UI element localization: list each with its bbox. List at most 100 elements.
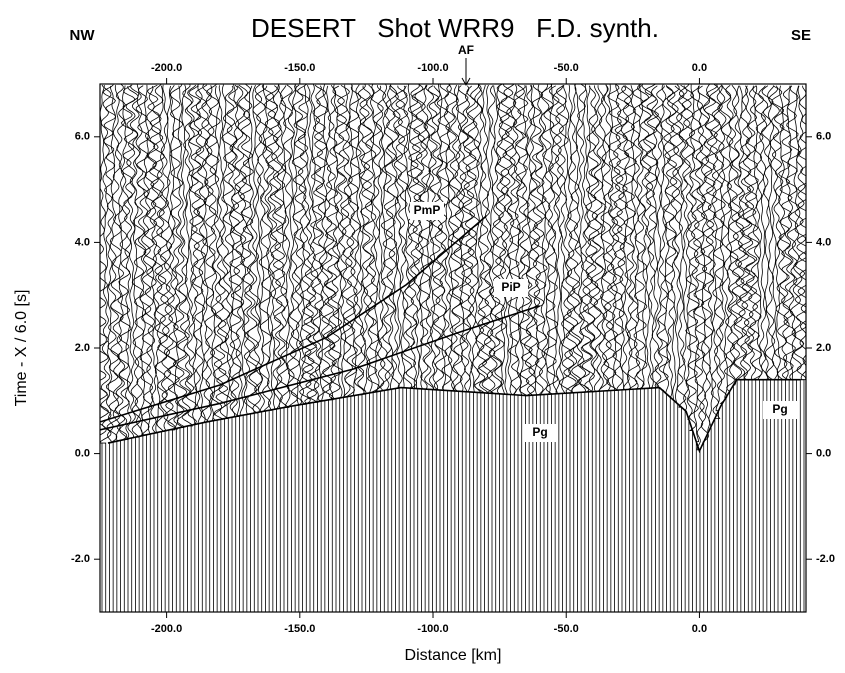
- trace: [789, 85, 804, 612]
- trace: [125, 85, 139, 612]
- trace: [441, 84, 453, 612]
- trace: [237, 84, 251, 612]
- trace: [525, 85, 541, 612]
- trace: [533, 84, 548, 612]
- trace: [351, 84, 365, 612]
- trace: [169, 84, 184, 612]
- trace: [637, 84, 652, 612]
- trace: [752, 85, 766, 612]
- trace: [378, 84, 391, 612]
- trace: [741, 85, 756, 612]
- trace: [143, 85, 158, 612]
- trace: [512, 84, 525, 612]
- trace: [462, 85, 477, 612]
- trace: [310, 85, 325, 612]
- trace: [758, 85, 769, 612]
- trace: [781, 85, 796, 612]
- x-tick-label-top: -50.0: [554, 62, 579, 74]
- x-tick-label: -100.0: [417, 623, 448, 635]
- trace: [577, 84, 592, 612]
- travel-time-curve: [107, 378, 801, 454]
- x-tick-label: -150.0: [284, 623, 315, 635]
- trace: [213, 85, 229, 612]
- trace: [324, 84, 340, 612]
- trace: [261, 84, 277, 612]
- trace: [600, 84, 615, 612]
- trace: [191, 85, 206, 612]
- y-tick-label: 6.0: [75, 131, 90, 143]
- trace: [185, 84, 198, 612]
- x-tick-label: -200.0: [151, 623, 182, 635]
- trace: [172, 85, 188, 612]
- trace: [445, 84, 459, 612]
- trace: [374, 85, 387, 612]
- x-tick-label-top: -200.0: [151, 62, 182, 74]
- trace: [332, 85, 348, 612]
- trace: [700, 84, 715, 612]
- trace: [681, 85, 695, 612]
- trace: [778, 85, 793, 612]
- trace: [620, 85, 632, 612]
- trace: [768, 85, 780, 612]
- trace: [555, 85, 569, 612]
- trace: [654, 85, 665, 612]
- travel-time-curve: [100, 215, 487, 423]
- trace: [154, 85, 169, 612]
- trace: [793, 85, 806, 612]
- trace: [544, 84, 559, 612]
- trace: [458, 85, 474, 612]
- se-label: SE: [791, 27, 811, 44]
- trace: [306, 84, 321, 612]
- trace: [202, 85, 217, 612]
- trace: [552, 85, 566, 612]
- fault-label: AF: [458, 43, 474, 57]
- trace: [576, 84, 587, 612]
- trace: [114, 84, 128, 612]
- annotation-box: [410, 202, 444, 220]
- trace: [336, 84, 351, 612]
- trace: [239, 84, 254, 612]
- trace: [744, 85, 760, 612]
- trace: [785, 85, 801, 612]
- trace: [380, 85, 396, 612]
- trace: [540, 84, 555, 612]
- trace: [774, 85, 789, 612]
- trace: [663, 85, 678, 612]
- trace: [622, 85, 637, 612]
- annotation-box: [494, 279, 528, 297]
- annotation-box: [763, 401, 797, 419]
- trace: [358, 85, 373, 612]
- trace: [291, 84, 306, 612]
- annotation-box: [523, 424, 557, 442]
- trace: [436, 84, 451, 612]
- trace: [633, 84, 648, 612]
- trace: [718, 85, 734, 612]
- trace: [630, 84, 644, 612]
- trace: [100, 84, 112, 612]
- trace: [150, 84, 165, 612]
- trace: [286, 84, 299, 612]
- trace: [581, 85, 595, 612]
- y-axis-label: Time - X / 6.0 [s]: [13, 290, 30, 407]
- trace: [503, 84, 518, 612]
- trace: [670, 85, 685, 612]
- trace: [339, 84, 355, 612]
- trace: [362, 84, 377, 612]
- trace: [417, 84, 433, 612]
- trace: [477, 84, 492, 612]
- trace: [488, 85, 504, 612]
- trace: [666, 84, 682, 612]
- trace: [678, 84, 692, 612]
- trace: [716, 85, 728, 612]
- trace: [644, 84, 659, 612]
- trace: [165, 84, 180, 612]
- trace: [188, 84, 202, 612]
- trace: [329, 84, 343, 612]
- trace: [120, 84, 136, 612]
- trace: [105, 85, 120, 612]
- trace: [252, 84, 264, 612]
- trace: [641, 84, 655, 612]
- y-tick-label: 4.0: [75, 236, 90, 248]
- trace: [296, 84, 310, 612]
